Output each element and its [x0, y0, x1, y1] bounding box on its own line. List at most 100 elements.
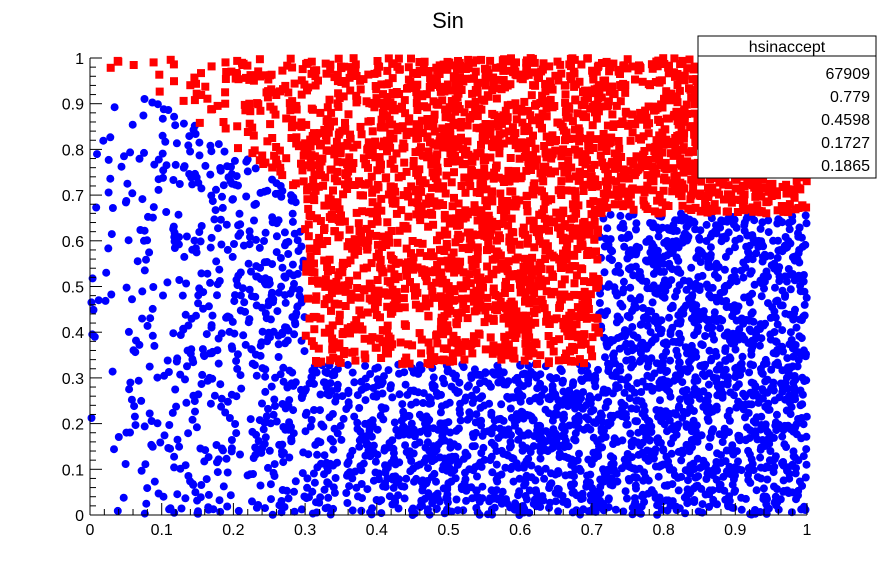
- accepted-point: [557, 214, 566, 223]
- rejected-point: [401, 412, 410, 421]
- accepted-point: [713, 188, 722, 197]
- rejected-point: [143, 236, 152, 245]
- rejected-point: [248, 497, 256, 506]
- rejected-point: [626, 251, 635, 260]
- rejected-point: [313, 450, 322, 459]
- accepted-point: [476, 291, 485, 300]
- accepted-point: [338, 262, 347, 271]
- accepted-point: [298, 166, 307, 175]
- accepted-point: [476, 148, 485, 157]
- rejected-point: [285, 453, 294, 462]
- accepted-point: [351, 356, 360, 365]
- rejected-point: [541, 405, 550, 414]
- rejected-point: [329, 504, 338, 513]
- rejected-point: [704, 260, 713, 269]
- rejected-point: [623, 420, 632, 429]
- accepted-point: [430, 114, 439, 123]
- rejected-point: [153, 100, 162, 109]
- accepted-point: [495, 149, 504, 158]
- accepted-point: [663, 140, 672, 149]
- accepted-point: [351, 60, 360, 69]
- accepted-point: [751, 192, 760, 201]
- accepted-point: [404, 63, 413, 72]
- accepted-point: [430, 127, 439, 136]
- rejected-point: [691, 279, 700, 288]
- rejected-point: [515, 474, 524, 483]
- rejected-point: [143, 484, 152, 493]
- rejected-point: [663, 506, 672, 515]
- rejected-point: [745, 450, 754, 459]
- rejected-point: [444, 479, 453, 488]
- rejected-point: [554, 507, 563, 516]
- rejected-point: [672, 226, 681, 235]
- rejected-point: [606, 452, 615, 461]
- rejected-point: [272, 417, 281, 426]
- accepted-point: [500, 213, 509, 222]
- accepted-point: [517, 107, 526, 116]
- rejected-point: [705, 442, 714, 451]
- rejected-point: [730, 272, 739, 281]
- rejected-point: [768, 303, 777, 312]
- accepted-point: [675, 86, 684, 95]
- rejected-point: [622, 339, 631, 348]
- rejected-point: [705, 369, 714, 378]
- rejected-point: [539, 496, 548, 505]
- accepted-point: [549, 347, 558, 356]
- rejected-point: [384, 366, 393, 375]
- accepted-point: [488, 86, 497, 94]
- accepted-point: [486, 56, 495, 65]
- accepted-point: [540, 142, 549, 150]
- rejected-point: [243, 167, 252, 176]
- accepted-point: [648, 64, 657, 73]
- accepted-point: [404, 117, 413, 126]
- accepted-point: [680, 71, 689, 80]
- accepted-point: [307, 151, 316, 160]
- rejected-point: [575, 449, 583, 458]
- rejected-point: [764, 272, 772, 281]
- accepted-point: [657, 208, 666, 217]
- rejected-point: [750, 280, 759, 289]
- rejected-point: [271, 189, 280, 198]
- accepted-point: [480, 318, 489, 327]
- accepted-point: [347, 70, 356, 79]
- rejected-point: [274, 340, 283, 349]
- rejected-point: [770, 462, 779, 471]
- rejected-point: [303, 474, 312, 483]
- rejected-point: [712, 402, 721, 411]
- accepted-point: [645, 143, 654, 152]
- accepted-point: [203, 94, 212, 103]
- accepted-point: [603, 121, 612, 130]
- rejected-point: [643, 284, 652, 293]
- accepted-point: [330, 144, 339, 153]
- rejected-point: [234, 181, 242, 190]
- accepted-point: [439, 344, 448, 353]
- accepted-point: [672, 92, 681, 101]
- accepted-point: [264, 75, 273, 84]
- rejected-point: [673, 267, 682, 276]
- accepted-point: [427, 281, 436, 290]
- accepted-point: [484, 171, 493, 180]
- accepted-point: [455, 208, 464, 217]
- accepted-point: [673, 81, 682, 89]
- rejected-point: [159, 173, 167, 182]
- accepted-point: [313, 239, 322, 247]
- rejected-point: [626, 294, 635, 303]
- rejected-point: [270, 460, 279, 469]
- accepted-point: [459, 214, 468, 223]
- accepted-point: [495, 114, 504, 123]
- accepted-point: [567, 322, 576, 331]
- accepted-point: [404, 192, 413, 201]
- accepted-point: [321, 282, 330, 291]
- accepted-point: [629, 205, 638, 214]
- accepted-point: [715, 178, 724, 187]
- accepted-point: [520, 153, 529, 161]
- rejected-point: [272, 248, 281, 257]
- rejected-point: [256, 188, 265, 197]
- accepted-point: [439, 318, 448, 327]
- rejected-point: [681, 509, 690, 518]
- accepted-point: [753, 175, 762, 184]
- rejected-point: [138, 314, 147, 323]
- rejected-point: [255, 416, 264, 425]
- accepted-point: [456, 136, 465, 145]
- rejected-point: [277, 282, 286, 291]
